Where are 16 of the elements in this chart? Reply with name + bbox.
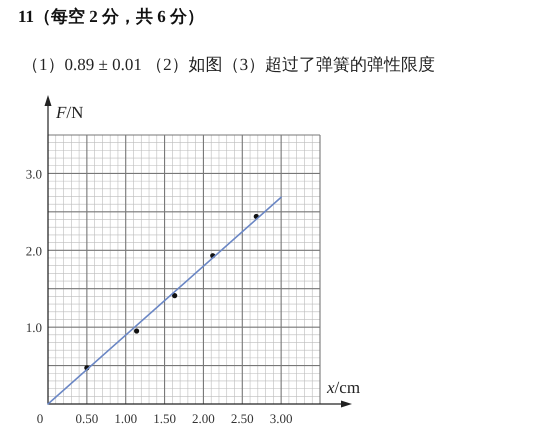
y-tick-label: 3.0	[26, 166, 42, 182]
y-tick-label: 2.0	[26, 243, 42, 258]
x-tick-label: 2.00	[192, 411, 215, 426]
x-tick-label: 3.00	[270, 411, 293, 426]
x-tick-label: 2.50	[230, 411, 254, 426]
x-tick-label: 0	[36, 411, 44, 426]
point	[134, 328, 140, 334]
x-axis-title: x/cm	[326, 378, 360, 397]
y-tick-label: 1.0	[26, 320, 42, 336]
subtitle: （1）0.89 ± 0.01 （2）如图（3）超过了弹簧的弹性限度	[22, 55, 436, 74]
x-tick-label: 1.50	[153, 411, 176, 426]
point	[172, 293, 178, 298]
x-tick-label: 0.50	[75, 411, 98, 426]
title: 11（每空 2 分，共 6 分）	[18, 7, 204, 26]
y-axis-title: F/N	[55, 103, 84, 122]
x-tick-label: 1.00	[114, 411, 138, 426]
